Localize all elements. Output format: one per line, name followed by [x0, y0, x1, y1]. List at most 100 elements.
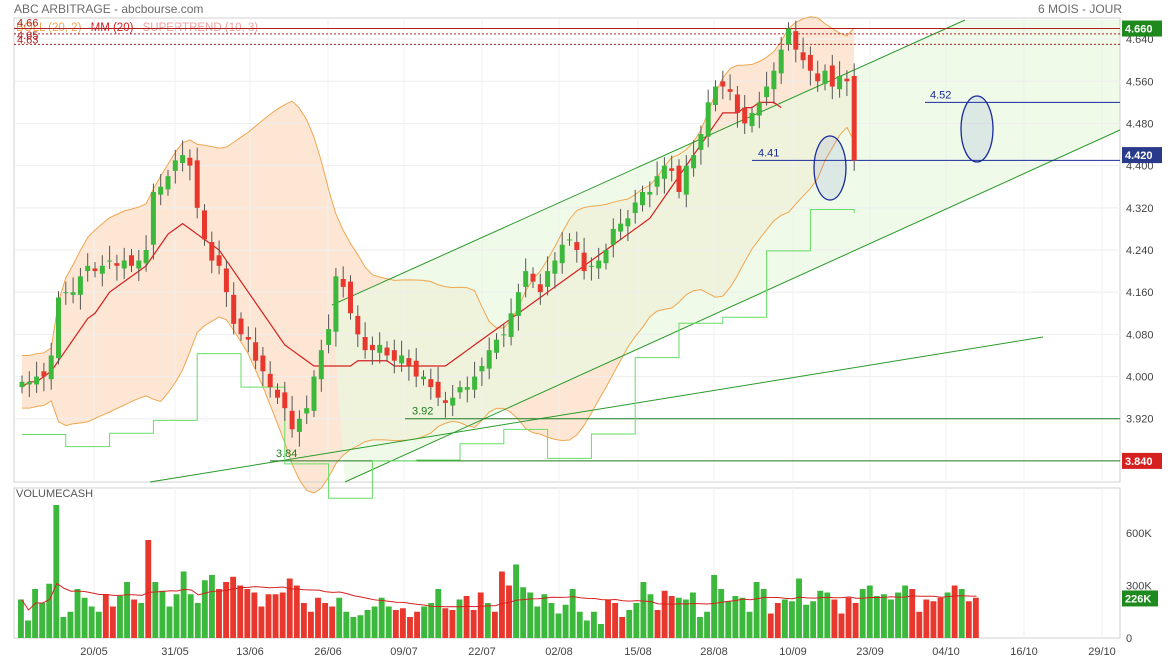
- candle-body: [377, 344, 383, 353]
- volume-bar: [888, 599, 894, 638]
- candle: [143, 235, 149, 272]
- volume-bar: [951, 585, 958, 638]
- volume-bar: [746, 611, 753, 638]
- volume-bar: [626, 610, 633, 638]
- candle-body: [764, 86, 770, 98]
- candle-body: [348, 281, 353, 314]
- candle-body: [618, 223, 624, 232]
- volume-bar: [216, 589, 222, 638]
- volume-bar: [343, 611, 350, 638]
- volume-bar: [647, 594, 654, 638]
- volume-bar: [109, 606, 116, 638]
- candle: [107, 245, 113, 269]
- candle: [545, 256, 551, 296]
- candle: [494, 333, 499, 360]
- candle-body: [778, 49, 784, 74]
- volume-tick-label: 300K: [1126, 581, 1152, 593]
- candle: [260, 347, 266, 387]
- candle-body: [318, 350, 324, 380]
- candle-body: [786, 28, 791, 45]
- candle-body: [384, 347, 390, 356]
- candle-body: [399, 355, 405, 364]
- volume-bar: [244, 589, 251, 638]
- level-label-441: 4.41: [758, 147, 779, 159]
- candle-body: [450, 397, 456, 406]
- volume-bar: [145, 540, 152, 638]
- candle: [844, 70, 850, 97]
- volume-bar: [810, 601, 817, 638]
- volume-bar: [590, 611, 597, 638]
- candle-body: [501, 334, 507, 336]
- resistance-label: 4.66: [17, 18, 38, 30]
- candle-body: [70, 292, 76, 295]
- volume-bar: [223, 582, 230, 638]
- volume-bar: [767, 613, 774, 638]
- candle: [603, 243, 609, 270]
- candle: [326, 314, 332, 354]
- candle-body: [99, 265, 105, 274]
- candle-body: [362, 337, 368, 351]
- candle: [209, 231, 215, 274]
- volume-bar: [272, 594, 279, 638]
- y-tick-label: 4.240: [1126, 245, 1154, 257]
- candle: [289, 396, 295, 438]
- candle: [369, 336, 375, 365]
- volume-bar: [407, 617, 413, 638]
- candle-body: [326, 329, 332, 345]
- volume-bar: [491, 611, 498, 638]
- candle-body: [223, 268, 229, 293]
- volume-bar: [838, 613, 845, 638]
- volume-bar: [308, 611, 314, 638]
- volume-bar: [442, 608, 449, 638]
- candle-body: [428, 379, 434, 388]
- candle: [428, 368, 434, 400]
- candle: [158, 174, 164, 206]
- volume-bar: [958, 589, 965, 638]
- candle: [618, 208, 624, 240]
- candle: [581, 237, 587, 280]
- candle: [421, 370, 426, 386]
- volume-bar: [916, 611, 923, 638]
- volume-bar: [46, 583, 53, 638]
- volume-bar: [25, 620, 31, 638]
- legend-ma: MM (20): [90, 22, 134, 34]
- candle: [705, 89, 711, 148]
- candle: [661, 157, 667, 194]
- candle: [304, 395, 310, 424]
- volume-bar: [371, 606, 378, 638]
- volume-bar: [421, 606, 428, 638]
- volume-bar: [95, 611, 102, 638]
- candle: [829, 54, 835, 100]
- candle-body: [749, 112, 755, 127]
- candle: [793, 20, 799, 63]
- candle-body: [800, 52, 806, 61]
- candle-body: [56, 297, 61, 359]
- volume-bar: [944, 592, 951, 638]
- volume-tick-label: 600K: [1126, 528, 1152, 540]
- chart-header-title: ABC ARBITRAGE - abcbourse.com: [14, 2, 204, 16]
- candle-body: [829, 65, 835, 87]
- bollinger-lower: [22, 126, 855, 494]
- candle-body: [508, 313, 514, 337]
- candle: [786, 22, 791, 51]
- volume-bar: [824, 592, 831, 638]
- candle-body: [77, 276, 83, 295]
- candle: [749, 106, 755, 133]
- candle-body: [267, 373, 273, 388]
- candle: [56, 291, 61, 365]
- volume-bar: [619, 617, 626, 638]
- candle-body: [705, 102, 711, 137]
- candle-body: [107, 260, 113, 262]
- candle-body: [158, 186, 164, 195]
- x-tick-label: 29/10: [1088, 646, 1116, 658]
- volume-bar: [697, 617, 703, 638]
- candle-body: [340, 279, 346, 287]
- candle-body: [143, 250, 149, 264]
- volume-bar: [201, 580, 208, 638]
- y-tick-label: 4.480: [1126, 118, 1154, 130]
- volume-bar: [53, 505, 60, 638]
- x-tick-label: 13/06: [236, 646, 264, 658]
- candle: [333, 267, 339, 347]
- candle: [85, 253, 91, 282]
- volume-bar: [357, 615, 364, 638]
